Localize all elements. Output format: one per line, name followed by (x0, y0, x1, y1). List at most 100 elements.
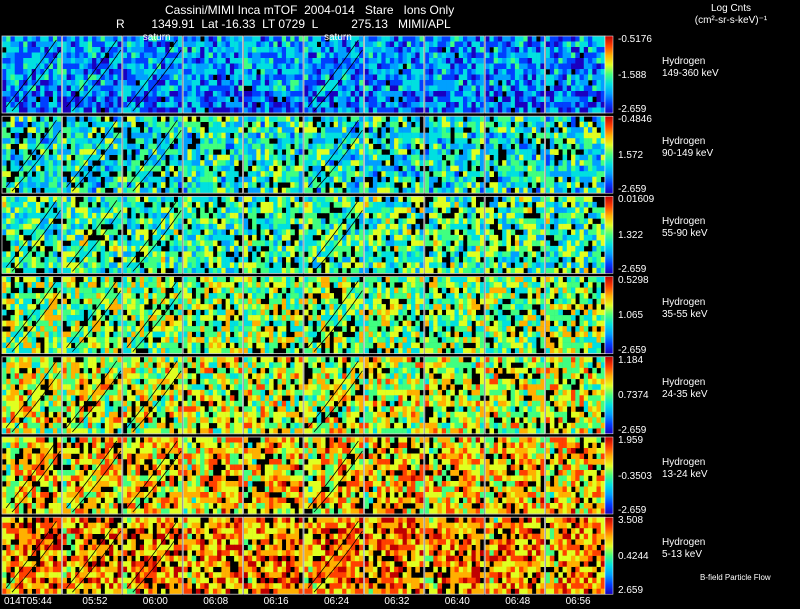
heatmap-cell (277, 165, 283, 172)
heatmap-cell (100, 36, 106, 42)
heatmap-cell (389, 127, 395, 133)
sky-map-panel (1, 195, 62, 274)
heatmap-cell (549, 80, 555, 86)
heatmap-cell (350, 63, 356, 70)
heatmap-cell (446, 102, 451, 108)
heatmap-cell (6, 171, 11, 177)
heatmap-cell (471, 201, 477, 208)
heatmap-cell (549, 69, 555, 75)
heatmap-cell (377, 229, 382, 236)
heatmap-cell (458, 47, 464, 53)
heatmap-cell (256, 132, 261, 139)
heatmap-cell (27, 212, 32, 219)
heatmap-cell (27, 262, 32, 269)
heatmap-cell (333, 154, 339, 161)
heatmap-cell (109, 234, 114, 241)
heatmap-cell (269, 52, 274, 59)
heatmap-cell (558, 85, 563, 92)
heatmap-cell (200, 240, 205, 247)
heatmap-cell (531, 121, 537, 128)
heatmap-cell (290, 165, 295, 172)
heatmap-cell (364, 182, 369, 188)
heatmap-cell (497, 47, 503, 53)
heatmap-cell (531, 85, 537, 92)
heatmap-cell (165, 47, 170, 53)
heatmap-cell (545, 182, 551, 188)
heatmap-cell (377, 107, 382, 114)
heatmap-cell (485, 212, 490, 219)
heatmap-cell (156, 36, 162, 42)
heatmap-cell (277, 267, 283, 274)
heatmap-cell (571, 36, 576, 42)
heatmap-cell (536, 201, 541, 208)
heatmap-cell (600, 116, 606, 122)
heatmap-cell (256, 171, 261, 177)
heatmap-cell (79, 154, 84, 161)
heatmap-cell (208, 207, 214, 214)
heatmap-cell (70, 171, 76, 177)
heatmap-cell (2, 160, 7, 166)
heatmap-cell (225, 47, 231, 53)
heatmap-cell (238, 52, 243, 59)
heatmap-cell (398, 229, 403, 236)
heatmap-cell (243, 36, 249, 42)
heatmap-cell (359, 171, 364, 177)
heatmap-cell (368, 58, 374, 64)
heatmap-cell (92, 107, 97, 114)
heatmap-cell (294, 138, 300, 144)
heatmap-cell (10, 160, 16, 166)
heatmap-cell (62, 207, 67, 214)
heatmap-cell (558, 41, 563, 48)
heatmap-cell (70, 251, 76, 258)
heatmap-cell (454, 187, 460, 194)
heatmap-cell (277, 256, 283, 263)
heatmap-cell (325, 165, 330, 172)
heatmap-cell (139, 47, 145, 53)
heatmap-cell (497, 36, 503, 42)
heatmap-cell (446, 116, 451, 122)
heatmap-cell (385, 36, 391, 42)
heatmap-cell (419, 41, 425, 48)
heatmap-cell (596, 138, 602, 144)
heatmap-cell (195, 160, 201, 166)
heatmap-cell (208, 47, 214, 53)
heatmap-cell (402, 223, 408, 230)
heatmap-cell (600, 121, 606, 128)
heatmap-cell (217, 69, 222, 75)
heatmap-cell (485, 187, 490, 194)
heatmap-cell (286, 85, 291, 92)
heatmap-cell (96, 165, 101, 172)
heatmap-cell (104, 143, 110, 150)
heatmap-cell (66, 234, 72, 241)
heatmap-cell (583, 58, 589, 64)
heatmap-cell (523, 116, 528, 122)
heatmap-cell (479, 138, 485, 144)
heatmap-cell (221, 107, 226, 114)
heatmap-cell (212, 223, 218, 230)
heatmap-cell (600, 154, 606, 161)
heatmap-cell (320, 240, 326, 247)
heatmap-cell (113, 201, 118, 208)
heatmap-cell (562, 132, 568, 139)
heatmap-cell (156, 58, 162, 64)
heatmap-cell (458, 96, 464, 103)
heatmap-cell (450, 41, 455, 48)
heatmap-cell (346, 149, 351, 155)
heatmap-cell (152, 132, 158, 139)
heatmap-cell (109, 218, 114, 225)
heatmap-cell (139, 212, 145, 219)
heatmap-cell (381, 143, 386, 150)
heatmap-cell (531, 47, 537, 53)
heatmap-cell (406, 165, 412, 172)
heatmap-cell (549, 74, 555, 81)
heatmap-cell (92, 149, 97, 155)
heatmap-cell (364, 154, 369, 161)
heatmap-cell (406, 121, 412, 128)
heatmap-cell (419, 132, 425, 139)
heatmap-cell (148, 47, 153, 53)
heatmap-cell (446, 171, 451, 177)
heatmap-cell (173, 176, 179, 183)
heatmap-cell (346, 74, 351, 81)
heatmap-cell (583, 36, 589, 42)
heatmap-cell (294, 96, 300, 103)
